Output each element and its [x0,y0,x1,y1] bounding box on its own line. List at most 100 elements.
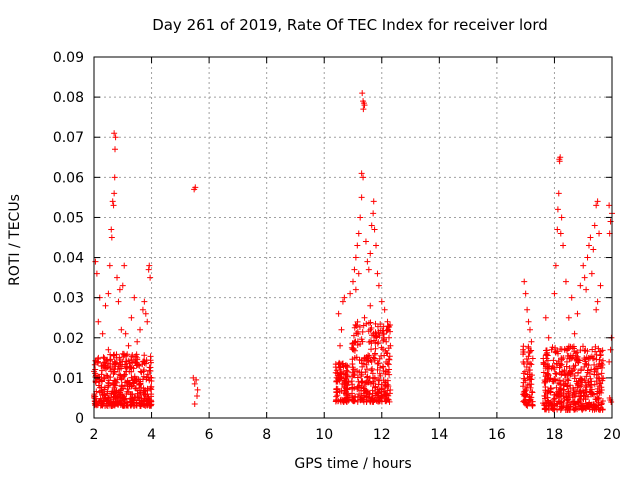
cluster-point [588,391,595,398]
cluster-point [355,330,362,337]
data-point [337,342,344,349]
cluster-point [385,361,392,368]
data-point [375,282,382,289]
data-point [105,290,112,297]
cluster-point [378,381,385,388]
cluster-point [552,348,559,355]
cluster-point [98,387,105,394]
data-point [352,286,359,293]
cluster-point [561,368,568,375]
cluster-point [354,374,361,381]
cluster-point [599,357,606,364]
cluster-point [560,400,567,407]
data-point [192,184,199,191]
cluster-point [575,369,582,376]
data-point [111,190,118,197]
data-point [360,174,367,181]
cluster-point [583,382,590,389]
cluster-point [385,383,392,390]
cluster-point [107,356,114,363]
data-point [191,380,198,387]
cluster-point [99,378,106,385]
data-point [554,226,561,233]
cluster-point [363,387,370,394]
data-point [141,298,148,305]
data-point [597,282,604,289]
cluster-point [105,382,112,389]
cluster-point [112,360,119,367]
cluster-point [339,380,346,387]
x-tick-label: 16 [488,427,506,443]
cluster-point [140,358,147,365]
cluster-point [369,365,376,372]
cluster-point [560,386,567,393]
data-point [122,330,129,337]
data-point [571,330,578,337]
data-point [99,330,106,337]
cluster-point [549,344,556,351]
cluster-point [113,394,120,401]
x-tick-label: 18 [546,427,564,443]
cluster-point [584,367,591,374]
cluster-point [525,345,532,352]
cluster-point [352,321,359,328]
cluster-point [123,368,130,375]
data-point [577,282,584,289]
cluster-point [592,343,599,350]
cluster-point [383,338,390,345]
cluster-point [577,347,584,354]
cluster-point [124,388,131,395]
cluster-point [528,394,535,401]
cluster-point [140,385,147,392]
data-point [554,206,561,213]
x-tick-label: 2 [90,427,99,443]
cluster-point [528,381,535,388]
cluster-point [528,361,535,368]
data-point [374,270,381,277]
data-point [191,400,198,407]
cluster-point [565,343,572,350]
cluster-point [146,367,153,374]
cluster-point [572,350,579,357]
cluster-point [129,377,136,384]
cluster-point [128,374,135,381]
cluster-point [579,379,586,386]
data-point [557,230,564,237]
cluster-point [558,404,565,411]
data-point [607,218,614,225]
cluster-point [583,361,590,368]
cluster-point [544,364,551,371]
cluster-point [363,398,370,405]
cluster-point [567,382,574,389]
cluster-point [129,391,136,398]
data-point [361,314,368,321]
cluster-point [374,360,381,367]
cluster-point [526,349,533,356]
cluster-point [147,384,154,391]
cluster-point [92,357,99,364]
data-point [145,266,152,273]
cluster-point [100,359,107,366]
cluster-point [557,399,564,406]
data-point [116,286,123,293]
cluster-point [540,369,547,376]
cluster-point [544,397,551,404]
cluster-point [353,354,360,361]
data-point [361,102,368,109]
data-point [568,294,575,301]
cluster-point [372,383,379,390]
data-point [111,130,118,137]
data-point [385,334,392,341]
data-point [106,262,113,269]
data-point [344,362,351,369]
data-point [190,374,197,381]
data-point [548,346,555,353]
cluster-point [377,364,384,371]
cluster-point [524,381,531,388]
cluster-point [354,318,361,325]
data-point [357,214,364,221]
cluster-point [369,378,376,385]
cluster-point [558,356,565,363]
cluster-point [543,351,550,358]
